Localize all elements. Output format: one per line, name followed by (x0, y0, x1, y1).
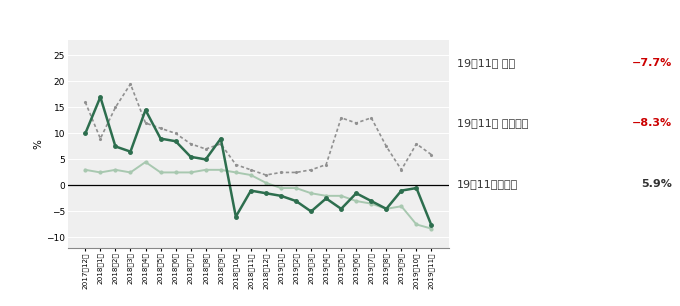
Text: 19年11月 工業生産: 19年11月 工業生産 (457, 118, 528, 128)
Text: 19年11月 輸出: 19年11月 輸出 (457, 58, 515, 68)
Text: 5.9%: 5.9% (641, 179, 672, 189)
Text: −7.7%: −7.7% (632, 58, 672, 68)
Text: −8.3%: −8.3% (632, 118, 672, 128)
Text: 図2:輸出、工業生産、外国人観光客数(成長率:前年比): 図2:輸出、工業生産、外国人観光客数(成長率:前年比) (226, 9, 454, 24)
Y-axis label: %: % (33, 139, 44, 149)
Text: 19年11月外客数: 19年11月外客数 (457, 179, 518, 189)
